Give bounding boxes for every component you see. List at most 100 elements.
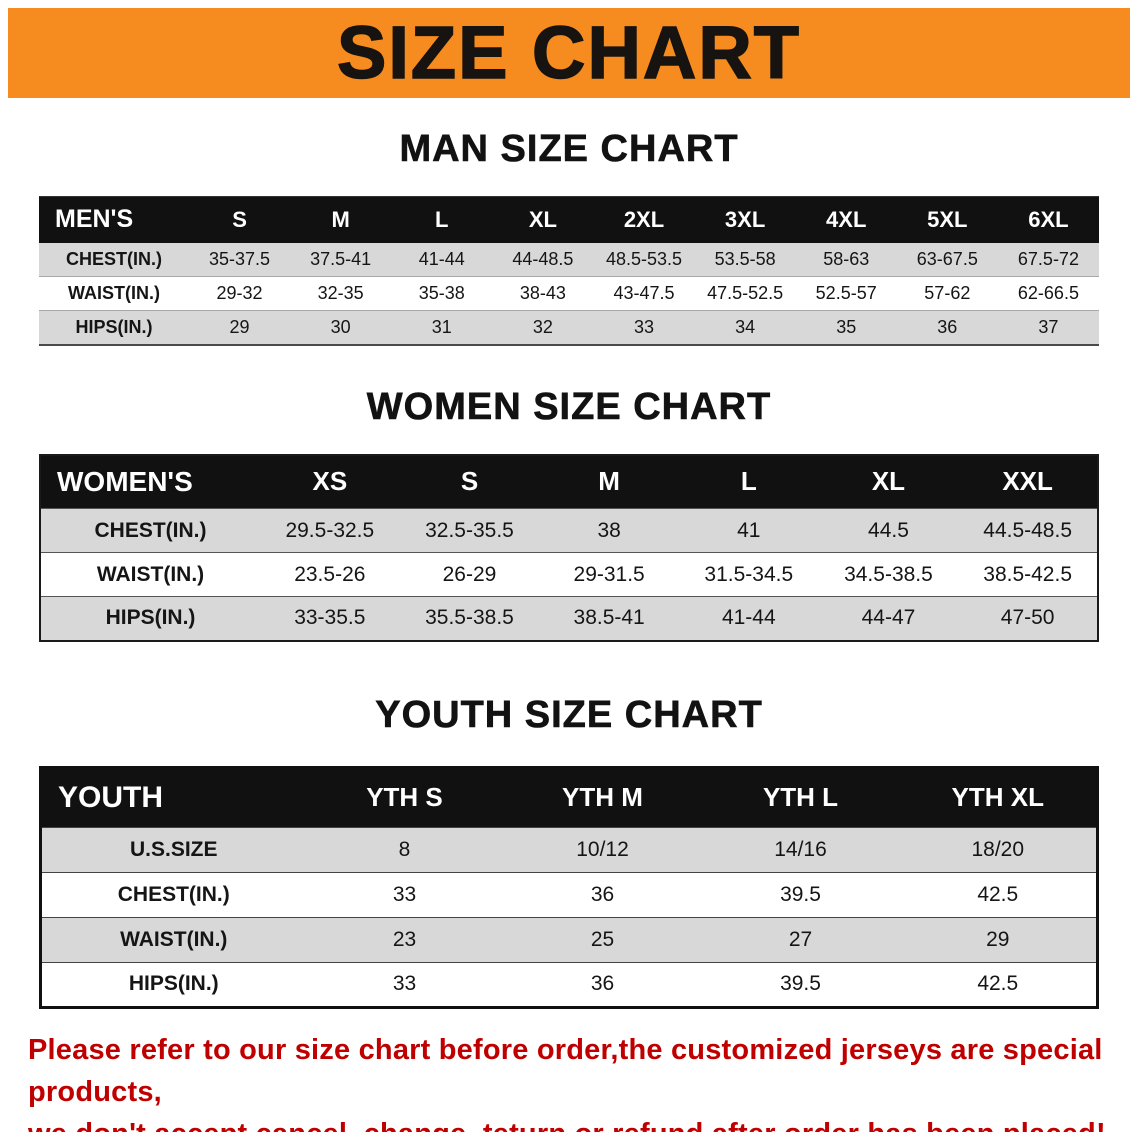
value-cell: 33-35.5 (294, 606, 366, 630)
value-cell: 38.5-42.5 (983, 562, 1073, 586)
disclaimer-line-2: we don't accept cancel, change, teturn o… (28, 1113, 1110, 1132)
value-cell: 38.5-41 (573, 606, 645, 630)
value-cell: 23 (392, 927, 417, 951)
value-cell: 37.5-41 (310, 248, 372, 269)
value-cell: 34 (735, 316, 756, 337)
value-cell: 42.5 (977, 972, 1019, 995)
corner-header-cell: YOUTH (40, 767, 306, 827)
value-cell: 25 (590, 927, 615, 951)
value-cell: 48.5-53.5 (605, 248, 683, 269)
row-label-cell: WAIST(IN.) (120, 927, 228, 951)
value-cell: 44.5-48.5 (983, 518, 1073, 542)
disclaimer-line-1: Please refer to our size chart before or… (28, 1033, 1103, 1108)
value-cell: 18/20 (971, 837, 1025, 861)
size-header-cell: YTH S (305, 767, 504, 827)
header-row: WOMEN'S XS S M L XL XXL (40, 454, 1098, 509)
value-cell: 36 (937, 316, 958, 337)
men-section-title: MAN SIZE CHART (399, 128, 739, 171)
size-header-cell: YTH L (701, 767, 900, 827)
value-cell: 29 (986, 927, 1010, 951)
table-row: WAIST(IN.) 23.5-26 26-29 29-31.5 31.5-34.5 34… (40, 552, 1098, 597)
row-label-cell: CHEST(IN.) (117, 882, 230, 906)
size-header-cell: S (399, 454, 540, 509)
row-label-cell: CHEST(IN.) (66, 248, 162, 269)
value-cell: 14/16 (774, 837, 827, 861)
header-row: YOUTH YTH S YTH M YTH L YTH XL (40, 767, 1098, 827)
value-cell: 10/12 (576, 837, 629, 861)
value-cell: 26-29 (442, 562, 497, 586)
value-cell: 8 (398, 837, 411, 861)
value-cell: 41-44 (721, 606, 776, 630)
value-cell: 53.5-58 (714, 248, 776, 269)
corner-header-cell: WOMEN'S (40, 454, 260, 509)
page-title: SIZE CHART (336, 11, 801, 94)
row-label-cell: HIPS(IN.) (105, 606, 196, 630)
size-header-cell: L (678, 454, 819, 509)
row-label-cell: HIPS(IN.) (128, 972, 219, 995)
value-cell: 32-35 (317, 283, 364, 303)
table-row: WAIST(IN.) 23 25 27 29 (40, 917, 1098, 962)
table-row: WAIST(IN.) 29-32 32-35 35-38 38-43 43-47.5 47.… (39, 276, 1099, 311)
value-cell: 38-43 (519, 283, 566, 303)
size-header-cell: YTH XL (899, 767, 1098, 827)
section-men: MAN SIZE CHART MEN'S S M L XL 2XL 3XL 4XL 5XL 6XL… (0, 126, 1138, 346)
size-header-cell: 6XL (997, 196, 1099, 243)
table-row: U.S.SIZE 8 10/12 14/16 18/20 (40, 827, 1098, 872)
corner-header-cell: MEN'S (39, 196, 189, 243)
women-section-title: WOMEN SIZE CHART (366, 385, 772, 428)
value-cell: 33 (633, 316, 654, 337)
row-label-cell: CHEST(IN.) (94, 518, 207, 542)
table-row: HIPS(IN.) 33 36 39.5 42.5 (40, 962, 1098, 1007)
value-cell: 38 (597, 518, 621, 542)
size-header-cell: 3XL (694, 196, 796, 243)
row-label-cell: WAIST(IN.) (68, 283, 160, 303)
header-row: MEN'S S M L XL 2XL 3XL 4XL 5XL 6XL (39, 196, 1099, 243)
value-cell: 32 (532, 316, 553, 337)
value-cell: 44-48.5 (512, 248, 574, 269)
value-cell: 36 (590, 882, 615, 906)
value-cell: 29-31.5 (573, 562, 645, 586)
value-cell: 29.5-32.5 (285, 518, 375, 542)
value-cell: 67.5-72 (1017, 248, 1079, 269)
row-label-cell: U.S.SIZE (129, 837, 218, 861)
row-label-cell: WAIST(IN.) (96, 562, 205, 586)
value-cell: 33 (392, 882, 417, 906)
section-women: WOMEN SIZE CHART WOMEN'S XS S M L XL XXL CHEST(… (0, 384, 1138, 642)
value-cell: 44-47 (861, 606, 916, 630)
size-header-cell: XXL (958, 454, 1098, 509)
men-size-table: MEN'S S M L XL 2XL 3XL 4XL 5XL 6XL CHEST(IN.) 35-37… (39, 196, 1099, 346)
value-cell: 63-67.5 (916, 248, 978, 269)
value-cell: 41 (737, 518, 761, 542)
value-cell: 35 (836, 316, 857, 337)
value-cell: 35-38 (418, 283, 465, 303)
size-header-cell: XL (818, 454, 959, 509)
value-cell: 31.5-34.5 (704, 562, 794, 586)
size-header-cell: L (391, 196, 493, 243)
value-cell: 35-37.5 (209, 248, 271, 269)
value-cell: 47-50 (1000, 606, 1055, 630)
size-header-cell: M (539, 454, 679, 509)
size-header-cell: S (189, 196, 291, 243)
value-cell: 43-47.5 (613, 283, 675, 303)
value-cell: 39.5 (780, 972, 821, 995)
value-cell: 52.5-57 (815, 283, 877, 303)
women-size-table: WOMEN'S XS S M L XL XXL CHEST(IN.) 29.5-32.5 32.5… (39, 453, 1099, 642)
size-header-cell: 4XL (795, 196, 897, 243)
value-cell: 34.5-38.5 (844, 562, 933, 586)
value-cell: 41-44 (418, 248, 465, 269)
youth-size-table: YOUTH YTH S YTH M YTH L YTH XL U.S.SIZE 8 10/12… (39, 765, 1099, 1009)
value-cell: 39.5 (780, 882, 821, 906)
value-cell: 30 (330, 316, 351, 337)
value-cell: 44.5 (868, 518, 909, 542)
value-cell: 29-32 (216, 283, 263, 303)
size-header-cell: 2XL (593, 196, 695, 243)
value-cell: 36 (590, 972, 615, 995)
value-cell: 47.5-52.5 (707, 283, 784, 303)
table-row: CHEST(IN.) 33 36 39.5 42.5 (40, 872, 1098, 917)
table-row: CHEST(IN.) 29.5-32.5 32.5-35.5 38 41 44.5 44.5… (40, 508, 1098, 553)
table-row: CHEST(IN.) 35-37.5 37.5-41 41-44 44-48.5 48.5… (39, 242, 1099, 277)
value-cell: 33 (392, 972, 417, 995)
value-cell: 31 (431, 316, 452, 337)
value-cell: 62-66.5 (1017, 283, 1079, 303)
